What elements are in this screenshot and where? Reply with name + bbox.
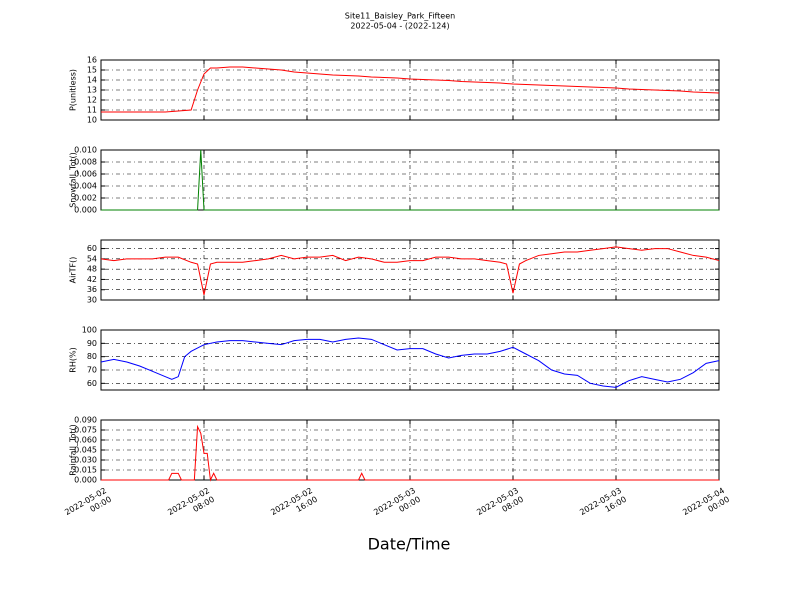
- y-tick-label: 42: [87, 275, 97, 284]
- y-tick-label: 15: [87, 66, 97, 75]
- y-tick-label: 36: [87, 285, 97, 294]
- y-tick-label: 0.090: [74, 416, 97, 425]
- y-axis-label: RH(%): [69, 347, 78, 372]
- chart-subtitle: 2022-05-04 - (2022-124): [350, 22, 449, 31]
- y-tick-label: 70: [87, 366, 97, 375]
- y-axis-label: Snowfall_Tot(): [69, 152, 78, 208]
- y-tick-label: 0.015: [74, 466, 97, 475]
- y-tick-label: 0.000: [74, 206, 97, 215]
- y-tick-label: 60: [87, 379, 97, 388]
- y-tick-label: 0.002: [74, 194, 97, 203]
- y-tick-label: 0.045: [74, 446, 97, 455]
- y-tick-label: 80: [87, 352, 97, 361]
- y-tick-label: 0.010: [74, 146, 97, 155]
- y-axis-label: P(unitless): [69, 69, 78, 111]
- x-axis-label: Date/Time: [368, 535, 451, 554]
- y-tick-label: 100: [82, 326, 97, 335]
- y-tick-label: 0.000: [74, 476, 97, 485]
- chart-title: Site11_Baisley_Park_Fifteen: [345, 12, 455, 21]
- y-tick-label: 0.008: [74, 158, 97, 167]
- y-tick-label: 48: [87, 265, 97, 274]
- data-line: [101, 149, 719, 211]
- y-axis-label: AirTF(): [69, 257, 78, 284]
- data-line: [100, 246, 720, 295]
- y-axis-label: Rainfall_Tot(): [69, 424, 78, 476]
- y-tick-label: 0.075: [74, 426, 97, 435]
- y-tick-label: 12: [87, 96, 97, 105]
- y-tick-label: 54: [87, 254, 97, 263]
- y-tick-label: 16: [87, 56, 97, 65]
- data-line: [101, 66, 720, 113]
- y-tick-label: 0.030: [74, 456, 97, 465]
- y-tick-label: 10: [87, 116, 97, 125]
- y-tick-label: 0.006: [74, 170, 97, 179]
- data-line: [100, 337, 720, 388]
- y-tick-label: 30: [87, 296, 97, 305]
- y-tick-label: 0.060: [74, 436, 97, 445]
- y-tick-label: 11: [87, 106, 97, 115]
- y-tick-label: 14: [87, 76, 97, 85]
- y-tick-label: 60: [87, 244, 97, 253]
- y-tick-label: 90: [87, 339, 97, 348]
- y-tick-label: 0.004: [74, 182, 97, 191]
- data-line: [101, 424, 719, 482]
- y-tick-label: 13: [87, 86, 97, 95]
